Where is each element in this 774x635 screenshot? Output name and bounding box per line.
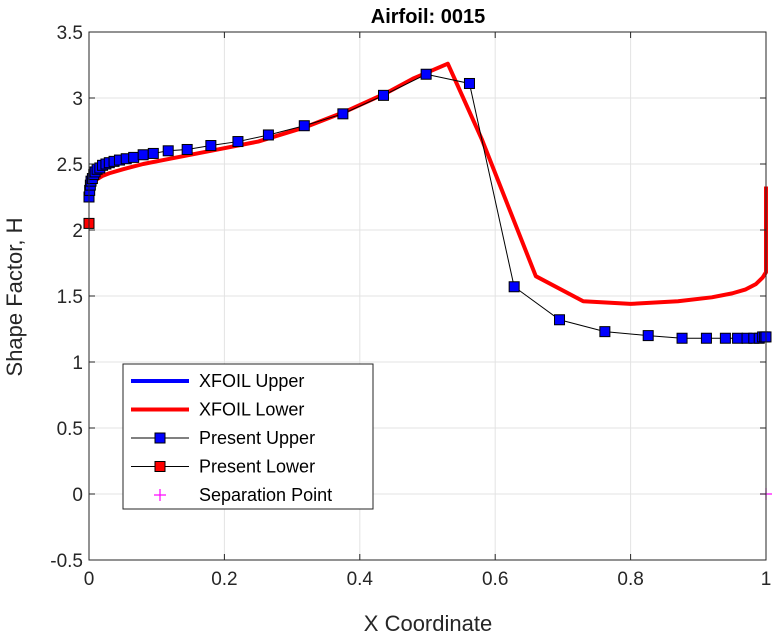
x-tick-label: 0.8 [617, 569, 643, 590]
legend-marker [154, 432, 166, 444]
legend-item-separation-point: Separation Point [154, 485, 332, 505]
x-axis-label: X Coordinate [364, 611, 492, 635]
data-point-present-upper [205, 140, 217, 152]
data-point-present-upper [337, 108, 349, 120]
data-point-present-upper [137, 149, 149, 161]
y-tick-label: 3.5 [57, 23, 83, 44]
legend-entries: XFOIL Upper XFOIL Lower Present Upper Prese… [131, 371, 332, 505]
x-tick-label: 1 [761, 569, 772, 590]
data-point-present-upper [128, 151, 140, 163]
x-tick-label: 0.6 [482, 569, 508, 590]
x-tick-label: 0.4 [347, 569, 374, 590]
legend-item-present-upper: Present Upper [131, 428, 315, 448]
y-tick-label: 1 [72, 353, 83, 374]
legend-item-present-lower: Present Lower [131, 457, 315, 477]
x-tick-label: 0.2 [211, 569, 237, 590]
legend-label: Present Upper [199, 428, 315, 448]
data-point-present-upper [732, 332, 744, 344]
y-tick-label: 0.5 [57, 419, 83, 440]
data-point-present-upper [298, 120, 310, 132]
y-tick-label: 0 [72, 485, 83, 506]
data-point-present-upper [463, 77, 475, 89]
data-point-present-upper [147, 147, 159, 159]
y-tick-label: -0.5 [50, 551, 83, 572]
legend-item-xfoil-lower: XFOIL Lower [131, 400, 304, 420]
legend-item-xfoil-upper: XFOIL Upper [131, 371, 304, 391]
data-point-present-upper [700, 332, 712, 344]
x-tick-label: 0 [84, 569, 95, 590]
y-tick-label: 2 [72, 221, 83, 242]
data-point-present-upper [676, 332, 688, 344]
legend-marker [154, 461, 166, 472]
data-point-present-upper [642, 330, 654, 342]
legend-label: Present Lower [199, 457, 315, 477]
series-line-xfoil-lower [87, 61, 768, 306]
legend-label: Separation Point [199, 485, 332, 505]
data-point-present-upper [508, 281, 520, 293]
data-point-present-upper [420, 68, 432, 80]
legend-label: XFOIL Upper [199, 371, 304, 391]
legend-label: XFOIL Lower [199, 400, 304, 420]
data-point-present-upper [162, 145, 174, 157]
data-point-present-upper [232, 136, 244, 148]
data-point-present-upper [377, 89, 389, 101]
y-axis-label: Shape Factor, H [2, 218, 27, 377]
data-point-present-upper [554, 314, 566, 326]
axis-ticks: 0 0.2 0.4 0.6 0.8 1-0.500.511.522.533.5 [50, 23, 771, 590]
y-tick-label: 2.5 [57, 155, 83, 176]
data-point-present-upper [262, 129, 274, 141]
data-point-present-upper [599, 326, 611, 338]
y-tick-label: 1.5 [57, 287, 83, 308]
data-point-present-upper [181, 143, 193, 155]
y-tick-label: 3 [72, 89, 83, 110]
legend: XFOIL Upper XFOIL Lower Present Upper Prese… [122, 363, 374, 510]
chart-title: Airfoil: 0015 [371, 6, 485, 28]
data-point-present-upper [719, 332, 731, 344]
